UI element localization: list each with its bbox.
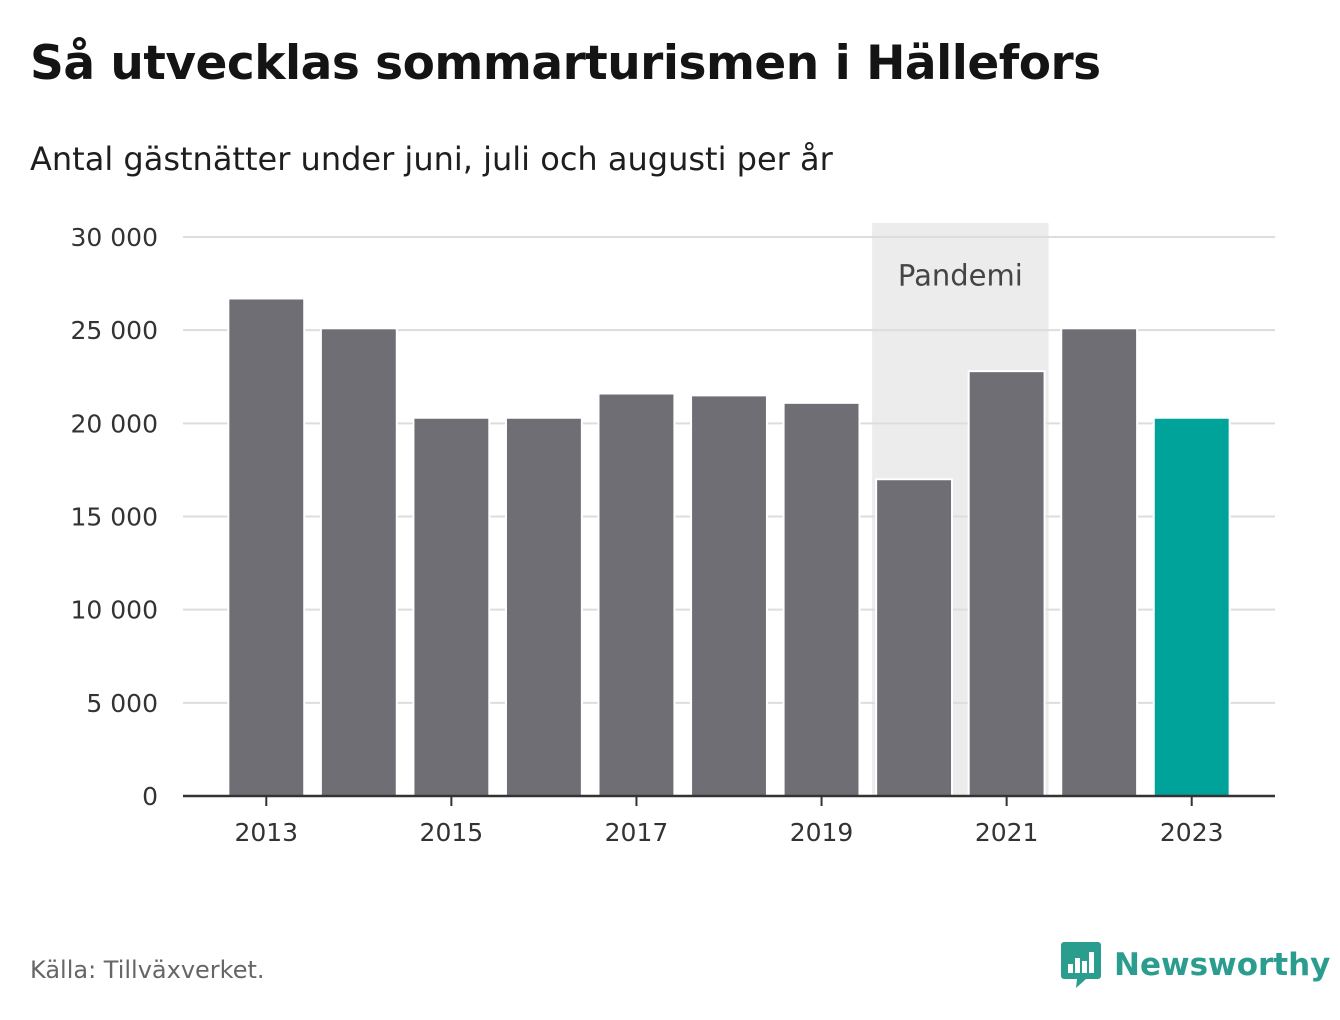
y-tick-label: 25 000: [71, 316, 158, 345]
y-axis-ticks: 0 5 000 10 000 15 000 20 000 25 000 30 000: [71, 223, 158, 811]
bar-2016: [504, 416, 583, 797]
y-tick-label: 10 000: [71, 596, 158, 625]
bar-2019: [782, 401, 861, 797]
bar-chart: Pandemi 0 5 000 10 000 15 000 20 000 25 000 30…: [71, 223, 1275, 847]
bar-2020: [875, 478, 954, 797]
y-tick-label: 30 000: [71, 223, 158, 252]
x-tick-label: 2019: [790, 818, 854, 847]
bar-2021: [967, 370, 1046, 797]
bar-2015: [412, 416, 491, 797]
bar-2022: [1060, 327, 1139, 797]
x-tick-label: 2017: [605, 818, 669, 847]
brand-name: Newsworthy: [1114, 947, 1331, 983]
x-tick-label: 2013: [234, 818, 298, 847]
bar-2017: [597, 392, 676, 797]
bar-2023: [1152, 416, 1231, 797]
x-tick-label: 2021: [975, 818, 1039, 847]
bar-2013: [227, 297, 306, 797]
bars: [227, 297, 1231, 797]
x-tick-label: 2023: [1160, 818, 1224, 847]
x-tick-label: 2015: [420, 818, 484, 847]
y-tick-label: 20 000: [71, 409, 158, 438]
brand-logo[interactable]: Newsworthy: [1060, 940, 1330, 990]
bar-2018: [690, 394, 768, 797]
x-axis-ticks: 2013 2015 2017 2019 2021 2023: [234, 796, 1224, 847]
chart-title: Så utvecklas sommarturismen i Hällefors: [30, 36, 1101, 91]
y-tick-label: 0: [142, 782, 158, 811]
source-note: Källa: Tillväxverket.: [30, 956, 265, 984]
y-tick-label: 5 000: [86, 689, 158, 718]
bar-2014: [319, 327, 398, 797]
newsworthy-logo-icon: [1061, 942, 1101, 988]
pandemic-label: Pandemi: [898, 258, 1023, 292]
chart-subtitle: Antal gästnätter under juni, juli och au…: [30, 140, 833, 178]
y-tick-label: 15 000: [71, 503, 158, 532]
